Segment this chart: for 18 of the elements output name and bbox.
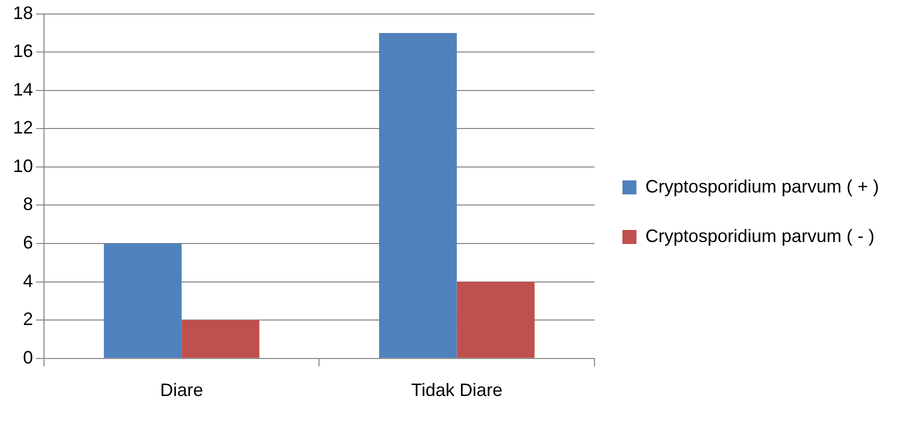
y-tick-label: 14 [12,79,34,100]
legend-label: Cryptosporidium parvum ( + ) [645,176,880,196]
y-tick-label: 6 [23,232,34,252]
x-tick-label: Diare [160,380,204,400]
bar [104,244,182,358]
x-tick-label: Tidak Diare [411,380,503,400]
legend-label: Cryptosporidium parvum ( - ) [645,226,874,246]
y-tick-label: 12 [12,118,34,138]
y-tick-label: 16 [12,41,34,62]
y-tick-label: 8 [23,194,34,214]
bar [456,282,535,358]
y-tick-label: 0 [23,347,34,368]
y-tick-label: 10 [12,156,34,176]
bar [182,320,260,358]
y-tick-label: 18 [12,2,34,23]
bar [379,32,457,358]
y-tick-label: 2 [23,309,34,330]
y-tick-label: 4 [23,270,34,291]
